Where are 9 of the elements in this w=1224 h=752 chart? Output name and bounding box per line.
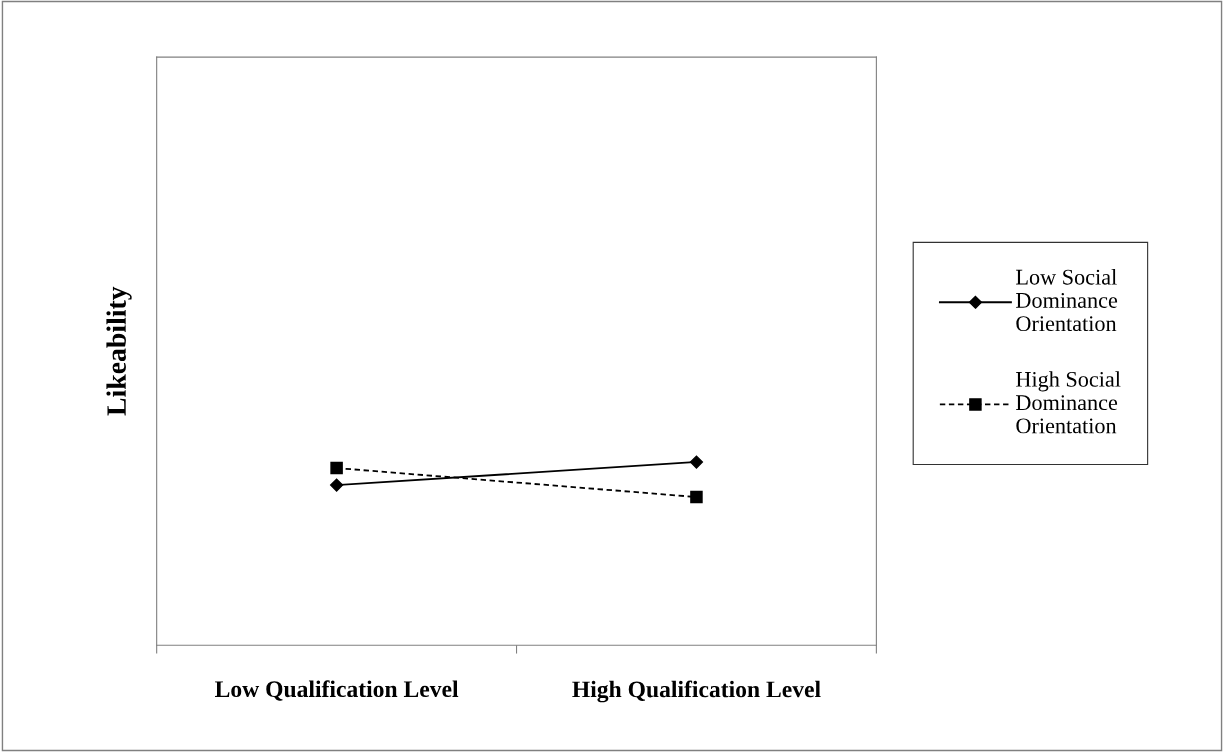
y-axis-title: Likeability — [106, 286, 132, 416]
x-tick-label: High Qualification Level — [572, 680, 821, 703]
legend-label: High Social Dominance Orientation — [1016, 371, 1121, 434]
point — [330, 478, 344, 492]
point — [689, 455, 704, 469]
point — [690, 490, 703, 504]
x-tick-label: Low Qualification Level — [215, 680, 459, 701]
legend-label: Low Social Dominance Orientation — [1016, 269, 1118, 332]
point — [330, 461, 343, 475]
